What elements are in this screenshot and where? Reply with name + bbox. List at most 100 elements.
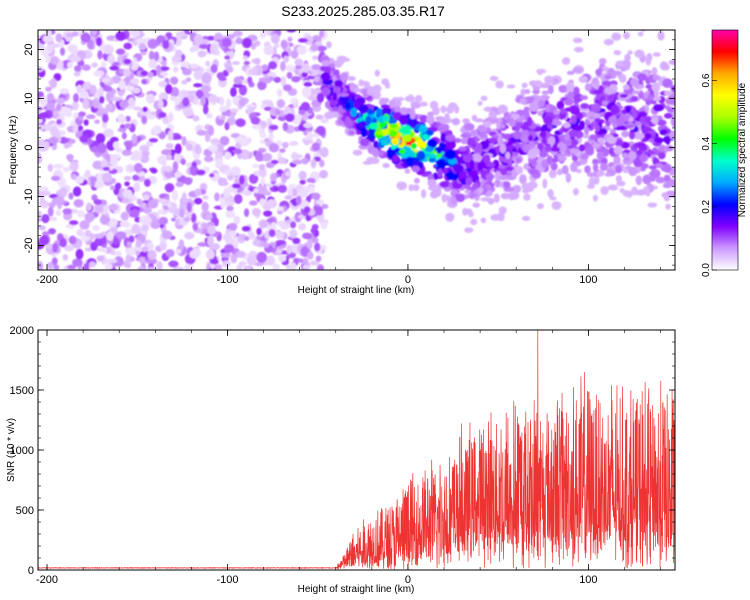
heatmap-cell [153,51,160,62]
heatmap-cell [544,145,553,151]
heatmap-cell [298,170,307,181]
heatmap-cell [284,195,293,200]
heatmap-cell [419,101,428,107]
heatmap-cell [94,119,100,124]
heatmap-cell [593,81,599,91]
heatmap-cell [250,42,257,50]
heatmap-cell [253,187,259,194]
heatmap-cell [359,138,370,147]
heatmap-cell [590,103,602,113]
heatmap-cell [56,119,62,125]
heatmap-cell [485,173,495,181]
heatmap-cell [202,195,209,200]
heatmap-cell [453,164,464,174]
heatmap-cell [247,76,253,85]
heatmap-cell [63,244,74,252]
heatmap-cell [658,144,667,153]
heatmap-cell [652,52,661,57]
heatmap-cell [500,168,508,176]
heatmap-cell [444,113,450,121]
heatmap-cell [302,257,309,265]
heatmap-cell [62,166,71,173]
heatmap-cell [196,124,203,131]
heatmap-cell [596,137,605,144]
heatmap-cell [225,98,232,109]
figure-title: S233.2025.285.03.35.R17 [281,3,445,19]
heatmap-cell [112,141,120,150]
snr-panel: -200 -100 0 100 0 500 1000 1500 2000 Height of … [6,325,676,595]
heatmap-cell [137,266,145,270]
heatmap-cell [248,173,259,184]
heatmap-cell [224,122,230,131]
heatmap-cell [207,125,214,136]
heatmap-cell [72,186,82,197]
heatmap-cell [233,193,243,204]
heatmap-cell [670,117,675,126]
heatmap-cell [207,144,218,152]
heatmap-cell [311,64,321,71]
heatmap-cell [125,247,136,256]
heatmap-cell [573,125,584,131]
heatmap-cell [633,159,643,168]
heatmap-cell [280,76,287,87]
heatmap-cell [539,151,547,159]
heatmap-cell [286,30,297,33]
heatmap-cell [91,62,99,68]
heatmap-cell [303,81,313,87]
heatmap-cell [171,217,177,222]
heatmap-cell [488,110,497,119]
heatmap-cell [152,198,159,204]
heatmap-cell [444,149,456,160]
heatmap-cell [182,68,192,76]
heatmap-cell [492,159,500,170]
heatmap-cell [125,254,132,264]
heatmap-cell [499,143,507,154]
heatmap-cell [146,242,154,251]
colorbar-gradient [711,29,739,271]
heatmap-cell [329,111,341,118]
heatmap-cell [189,249,200,259]
heatmap-cell [438,123,446,133]
heatmap-cell [78,111,86,117]
heatmap-cell [572,37,583,44]
heatmap-cell [287,187,293,198]
heatmap-cell [314,242,321,252]
heatmap-cell [47,163,54,172]
heatmap-cell [493,193,500,204]
heatmap-cell [615,164,623,174]
heatmap-cell [570,114,577,125]
heatmap-cell [392,154,399,163]
y-tick-label: 500 [16,505,34,517]
heatmap-cell [194,197,203,205]
heatmap-cell [239,174,245,185]
heatmap-cell [38,106,44,111]
heatmap-cell [536,203,544,210]
heatmap-cell [440,132,446,142]
heatmap-cell [378,97,388,107]
heatmap-cell [263,210,273,217]
heatmap-cell [282,122,289,132]
heatmap-cell [65,107,73,118]
heatmap-cell [592,89,603,95]
heatmap-cell [94,233,104,239]
heatmap-cell [81,64,91,71]
heatmap-cell [295,64,302,70]
heatmap-cell [391,137,400,145]
heatmap-cell [580,152,589,160]
heatmap-cell [53,73,62,82]
heatmap-cell [241,225,251,232]
heatmap-cell [460,133,468,138]
heatmap-cell [171,190,179,202]
heatmap-cell [45,102,56,111]
heatmap-cell [131,86,141,94]
heatmap-cell [267,76,275,82]
heatmap-cell [382,115,389,122]
heatmap-cell [194,143,202,155]
heatmap-cell [120,211,130,221]
heatmap-cell [370,157,380,165]
heatmap-cell [261,120,267,129]
heatmap-cell [181,136,187,146]
heatmap-cell [52,163,64,169]
heatmap-cell [301,157,309,165]
heatmap-cell [40,46,51,56]
